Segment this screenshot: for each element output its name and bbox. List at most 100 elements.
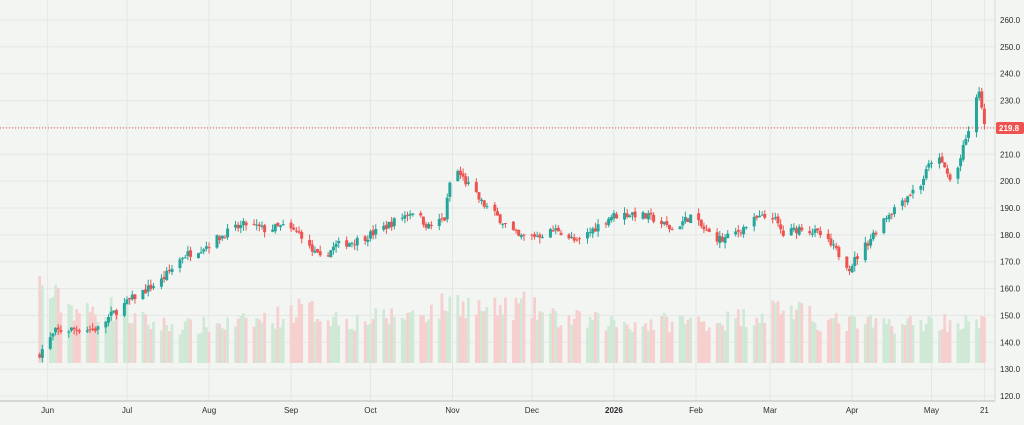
- volume-bar: [149, 329, 153, 363]
- candle-body: [96, 326, 100, 330]
- candle-body: [929, 162, 933, 164]
- candle-body: [760, 214, 764, 216]
- volume-bar: [292, 323, 296, 363]
- candle-body: [850, 266, 854, 273]
- candle-body: [800, 227, 804, 231]
- candle-body: [151, 286, 155, 288]
- x-tick-label: 21: [980, 406, 989, 415]
- volume-bar: [332, 316, 335, 363]
- volume-bar: [363, 321, 367, 363]
- last-price-tag-label: 219.8: [999, 124, 1020, 133]
- candle-body: [678, 226, 682, 230]
- candle-body: [625, 213, 629, 217]
- volume-bar: [202, 316, 206, 363]
- candle-body: [48, 337, 52, 349]
- volume-bar: [837, 323, 841, 363]
- volume-bar: [567, 314, 571, 363]
- candle-body: [845, 256, 849, 268]
- volume-bar: [771, 300, 775, 363]
- volume-bar: [699, 321, 703, 363]
- volume-bar: [683, 324, 687, 363]
- volume-bar: [662, 312, 666, 363]
- volume-bar: [588, 317, 592, 363]
- volume-bar: [72, 320, 76, 363]
- volume-bar: [556, 327, 560, 363]
- candle-body: [400, 217, 404, 219]
- candle-body: [181, 258, 185, 260]
- candle-body: [535, 235, 539, 237]
- volume-bar: [649, 319, 653, 363]
- volume-bar: [501, 314, 505, 363]
- volume-bar: [826, 320, 830, 363]
- volume-bar: [310, 301, 314, 363]
- candle-body: [207, 247, 211, 249]
- volume-bar: [38, 276, 42, 363]
- candle-body: [72, 327, 76, 330]
- volume-bar: [466, 297, 470, 363]
- volume-bar: [181, 329, 184, 363]
- candle-body: [38, 354, 42, 358]
- volume-bar: [281, 319, 285, 363]
- candle-body: [795, 228, 799, 234]
- volume-bar: [75, 309, 79, 363]
- candle-body: [56, 327, 60, 330]
- volume-bar: [289, 305, 293, 363]
- candle-body: [670, 229, 674, 231]
- volume-bar: [276, 306, 280, 363]
- volume-bar: [723, 330, 727, 363]
- volume-bar: [964, 315, 968, 363]
- candle-body: [496, 211, 499, 216]
- candle-body: [392, 218, 396, 227]
- volume-bar: [967, 321, 970, 363]
- volume-bar: [734, 318, 738, 363]
- candle-body: [75, 329, 79, 331]
- candle-body: [630, 212, 634, 215]
- candle-body: [220, 235, 224, 239]
- volume-bar: [146, 324, 150, 363]
- candle-body: [699, 219, 703, 227]
- candle-body: [956, 167, 960, 179]
- candle-body: [189, 250, 193, 257]
- volume-bar: [141, 312, 145, 363]
- volume-bar: [403, 319, 407, 363]
- candle-body: [816, 228, 820, 231]
- candle-body: [776, 216, 780, 224]
- volume-bar: [959, 329, 962, 363]
- candle-body: [961, 144, 965, 160]
- volume-bar: [300, 304, 304, 363]
- volume-bar: [419, 315, 423, 363]
- volume-bar: [170, 324, 174, 363]
- candle-body: [297, 231, 301, 233]
- volume-bar: [628, 329, 632, 363]
- candle-body: [903, 200, 907, 202]
- candle-body: [390, 221, 394, 228]
- candle-body: [334, 243, 338, 248]
- candle-body: [967, 131, 971, 138]
- candle-body: [368, 231, 372, 239]
- volume-bar: [427, 319, 431, 363]
- candle-body: [273, 224, 277, 232]
- candle-body: [260, 225, 264, 227]
- candle-body: [723, 237, 727, 243]
- volume-bar: [848, 316, 851, 363]
- volume-bar: [178, 334, 182, 363]
- volume-bar: [549, 313, 552, 363]
- volume-bar: [297, 298, 301, 363]
- candle-body: [980, 91, 984, 108]
- volume-bar: [88, 312, 92, 363]
- volume-bar: [255, 318, 259, 363]
- volume-bar: [474, 314, 478, 363]
- candle-body: [517, 229, 521, 236]
- candle-body: [612, 212, 616, 219]
- candle-body: [890, 213, 894, 215]
- volume-bar: [160, 330, 163, 363]
- candle-body: [443, 217, 447, 221]
- candle-body: [271, 229, 275, 232]
- candle-body: [186, 251, 190, 257]
- candle-body: [331, 246, 335, 251]
- volume-bar: [337, 325, 341, 363]
- candle-body: [91, 328, 95, 330]
- candle-body: [493, 204, 497, 211]
- volume-bar: [715, 323, 719, 363]
